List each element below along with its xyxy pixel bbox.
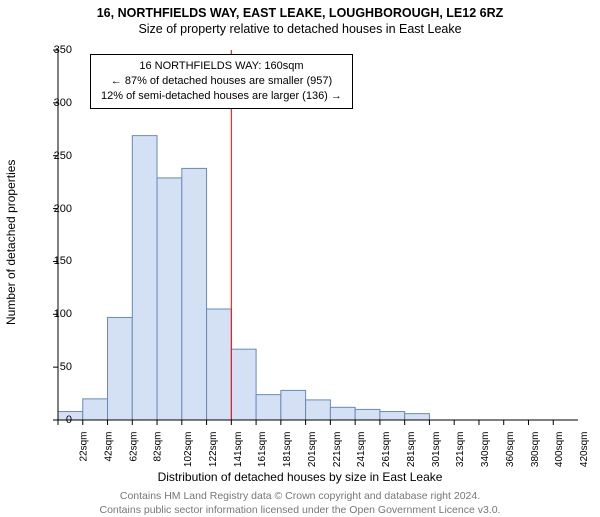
annotation-box: 16 NORTHFIELDS WAY: 160sqm ← 87% of deta… [90,54,353,109]
y-tick-label: 200 [54,203,72,215]
x-tick-label: 22sqm [79,432,90,462]
y-tick-label: 0 [66,414,72,426]
footer-line1: Contains HM Land Registry data © Crown c… [120,490,480,502]
x-tick-label: 201sqm [307,432,318,468]
title-sub: Size of property relative to detached ho… [0,22,600,36]
x-tick-label: 62sqm [128,432,139,462]
y-axis-label: Number of detached properties [4,160,18,325]
x-tick-label: 122sqm [208,432,219,468]
x-tick-label: 281sqm [406,432,417,468]
x-tick-label: 42sqm [103,432,114,462]
annotation-line3: 12% of semi-detached houses are larger (… [101,89,342,104]
x-tick-label: 380sqm [530,432,541,468]
x-tick-label: 181sqm [282,432,293,468]
footer: Contains HM Land Registry data © Crown c… [0,490,600,517]
x-tick-label: 261sqm [381,432,392,468]
y-tick-label: 150 [54,255,72,267]
annotation-line1: 16 NORTHFIELDS WAY: 160sqm [101,59,342,74]
x-tick-label: 321sqm [456,432,467,468]
x-tick-label: 141sqm [233,432,244,468]
x-tick-label: 161sqm [257,432,268,468]
footer-line2: Contains public sector information licen… [100,504,501,516]
y-tick-label: 350 [54,44,72,56]
y-tick-label: 100 [54,308,72,320]
y-tick-label: 50 [60,361,72,373]
x-tick-label: 420sqm [579,432,590,468]
y-tick-label: 300 [54,97,72,109]
x-tick-label: 301sqm [431,432,442,468]
title-main: 16, NORTHFIELDS WAY, EAST LEAKE, LOUGHBO… [0,6,600,20]
x-tick-label: 400sqm [555,432,566,468]
x-tick-label: 340sqm [480,432,491,468]
x-tick-label: 221sqm [332,432,343,468]
annotation-line2: ← 87% of detached houses are smaller (95… [101,74,342,89]
x-tick-label: 360sqm [505,432,516,468]
x-tick-label: 102sqm [183,432,194,468]
x-tick-label: 241sqm [356,432,367,468]
x-axis-label: Distribution of detached houses by size … [0,470,600,484]
x-tick-label: 82sqm [153,432,164,462]
y-tick-label: 250 [54,150,72,162]
